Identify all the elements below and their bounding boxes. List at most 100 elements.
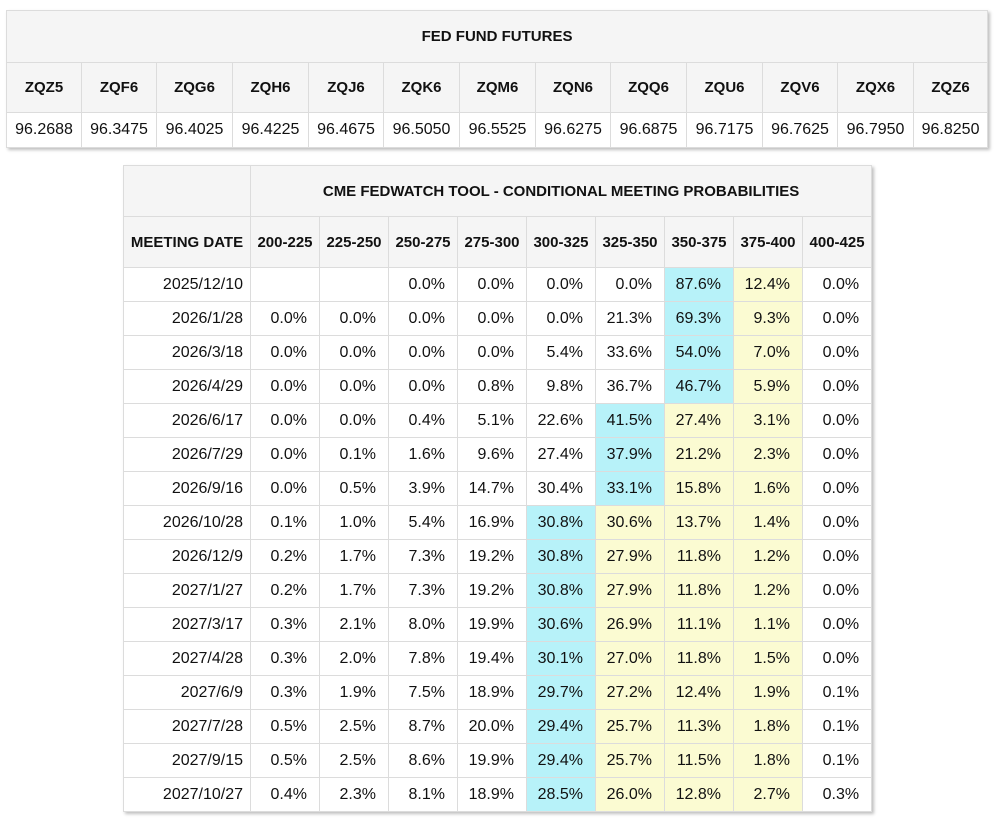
probability-cell: 11.8%	[664, 641, 734, 676]
probability-cell: 27.9%	[595, 539, 665, 574]
probability-cell: 0.0%	[801, 369, 873, 404]
probability-cell: 0.0%	[388, 335, 458, 370]
futures-symbol-header: ZQZ5	[6, 62, 82, 113]
probability-cell: 0.0%	[457, 267, 527, 302]
probability-cell: 12.4%	[664, 675, 734, 710]
probability-cell: 1.7%	[319, 573, 389, 608]
futures-price-cell: 96.5525	[459, 112, 536, 148]
meeting-date-cell: 2026/9/16	[123, 471, 251, 506]
probability-cell: 46.7%	[664, 369, 734, 404]
futures-symbol-header: ZQQ6	[610, 62, 687, 113]
probability-cell: 0.1%	[250, 505, 320, 540]
meeting-row: 2026/6/17 0.0% 0.0% 0.4% 5.1% 22.6% 41.5% 27.4%…	[123, 403, 873, 438]
meeting-row: 2027/1/27 0.2% 1.7% 7.3% 19.2% 30.8% 27.9% 11.8…	[123, 573, 873, 608]
futures-symbol-header: ZQN6	[535, 62, 611, 113]
meeting-date-cell: 2027/9/15	[123, 743, 251, 778]
futures-symbol-header: ZQU6	[686, 62, 763, 113]
futures-symbol-header: ZQF6	[81, 62, 157, 113]
probability-cell: 8.1%	[388, 777, 458, 812]
probability-cell: 9.8%	[526, 369, 596, 404]
probability-cell: 69.3%	[664, 301, 734, 336]
probabilities-body: 2025/12/10 0.0% 0.0% 0.0% 0.0% 87.6% 12.4% 0.0%…	[123, 267, 873, 812]
probability-cell: 16.9%	[457, 505, 527, 540]
probability-cell: 28.5%	[526, 777, 596, 812]
meeting-row: 2026/10/28 0.1% 1.0% 5.4% 16.9% 30.8% 30.6% 13.…	[123, 505, 873, 540]
probability-cell: 12.4%	[733, 267, 803, 302]
probability-cell: 29.4%	[526, 709, 596, 744]
futures-price-cell: 96.5050	[383, 112, 460, 148]
fed-fund-futures-table: FED FUND FUTURES ZQZ5 ZQF6 ZQG6 ZQH6 ZQJ6 ZQK…	[5, 10, 989, 148]
meeting-row: 2027/6/9 0.3% 1.9% 7.5% 18.9% 29.7% 27.2% 12.4%…	[123, 675, 873, 710]
probability-cell: 0.2%	[250, 539, 320, 574]
probability-cell: 37.9%	[595, 437, 665, 472]
rate-range-header: 200-225	[250, 216, 320, 268]
futures-symbol-header: ZQK6	[383, 62, 460, 113]
futures-price-cell: 96.3475	[81, 112, 157, 148]
probability-cell: 0.0%	[319, 403, 389, 438]
probability-cell: 1.2%	[733, 573, 803, 608]
futures-price-cell: 96.2688	[6, 112, 82, 148]
probability-cell: 1.7%	[319, 539, 389, 574]
probability-cell: 2.5%	[319, 743, 389, 778]
meeting-date-cell: 2026/10/28	[123, 505, 251, 540]
rate-range-header: 325-350	[595, 216, 665, 268]
probability-cell: 0.3%	[250, 607, 320, 642]
probability-cell: 30.1%	[526, 641, 596, 676]
meeting-row: 2026/4/29 0.0% 0.0% 0.0% 0.8% 9.8% 36.7% 46.7% 5…	[123, 369, 873, 404]
meeting-date-cell: 2027/1/27	[123, 573, 251, 608]
probability-cell: 5.4%	[526, 335, 596, 370]
probability-cell: 2.3%	[733, 437, 803, 472]
probability-cell: 0.1%	[319, 437, 389, 472]
probability-cell: 19.2%	[457, 539, 527, 574]
futures-header-row: ZQZ5 ZQF6 ZQG6 ZQH6 ZQJ6 ZQK6 ZQM6 ZQN6 ZQQ6 ZQU6…	[6, 62, 989, 113]
probability-cell: 0.0%	[250, 335, 320, 370]
rate-range-header: 225-250	[319, 216, 389, 268]
meeting-row: 2026/1/28 0.0% 0.0% 0.0% 0.0% 0.0% 21.3% 69.3% 9…	[123, 301, 873, 336]
probability-cell: 25.7%	[595, 709, 665, 744]
meeting-date-cell: 2025/12/10	[123, 267, 251, 302]
probability-cell: 2.3%	[319, 777, 389, 812]
probability-cell: 0.0%	[801, 641, 873, 676]
futures-price-cell: 96.7625	[762, 112, 838, 148]
probability-cell: 7.3%	[388, 539, 458, 574]
meeting-row: 2025/12/10 0.0% 0.0% 0.0% 0.0% 87.6% 12.4% 0.0%	[123, 267, 873, 302]
rate-range-header: 275-300	[457, 216, 527, 268]
futures-symbol-header: ZQX6	[837, 62, 914, 113]
probability-cell: 3.1%	[733, 403, 803, 438]
futures-price-cell: 96.4675	[308, 112, 384, 148]
probability-cell: 3.9%	[388, 471, 458, 506]
probability-cell: 11.1%	[664, 607, 734, 642]
probability-cell: 0.0%	[250, 369, 320, 404]
probability-cell: 0.0%	[388, 369, 458, 404]
probability-cell: 0.0%	[801, 471, 873, 506]
probability-cell: 0.1%	[801, 743, 873, 778]
probability-cell: 0.3%	[250, 641, 320, 676]
rate-range-header: 350-375	[664, 216, 734, 268]
probability-cell: 7.3%	[388, 573, 458, 608]
probability-cell: 30.6%	[595, 505, 665, 540]
futures-symbol-header: ZQM6	[459, 62, 536, 113]
probability-cell: 5.1%	[457, 403, 527, 438]
meeting-date-cell: 2026/4/29	[123, 369, 251, 404]
probability-cell: 0.1%	[801, 675, 873, 710]
rate-range-header: 375-400	[733, 216, 803, 268]
futures-price-cell: 96.7175	[686, 112, 763, 148]
meeting-date-cell: 2027/7/28	[123, 709, 251, 744]
probability-cell: 27.2%	[595, 675, 665, 710]
futures-symbol-header: ZQH6	[232, 62, 309, 113]
probability-cell: 0.5%	[250, 709, 320, 744]
meeting-row: 2027/9/15 0.5% 2.5% 8.6% 19.9% 29.4% 25.7% 11.5…	[123, 743, 873, 778]
probability-cell: 0.0%	[388, 267, 458, 302]
probability-cell: 0.0%	[388, 301, 458, 336]
probability-cell: 1.8%	[733, 743, 803, 778]
probability-cell: 0.0%	[801, 607, 873, 642]
meeting-row: 2027/7/28 0.5% 2.5% 8.7% 20.0% 29.4% 25.7% 11.3…	[123, 709, 873, 744]
meeting-date-cell: 2026/7/29	[123, 437, 251, 472]
probability-cell: 0.4%	[388, 403, 458, 438]
rate-range-header: 250-275	[388, 216, 458, 268]
probability-cell: 19.2%	[457, 573, 527, 608]
probability-cell: 1.0%	[319, 505, 389, 540]
futures-symbol-header: ZQZ6	[912, 62, 989, 113]
probability-cell: 2.0%	[319, 641, 389, 676]
probability-cell: 5.4%	[388, 505, 458, 540]
